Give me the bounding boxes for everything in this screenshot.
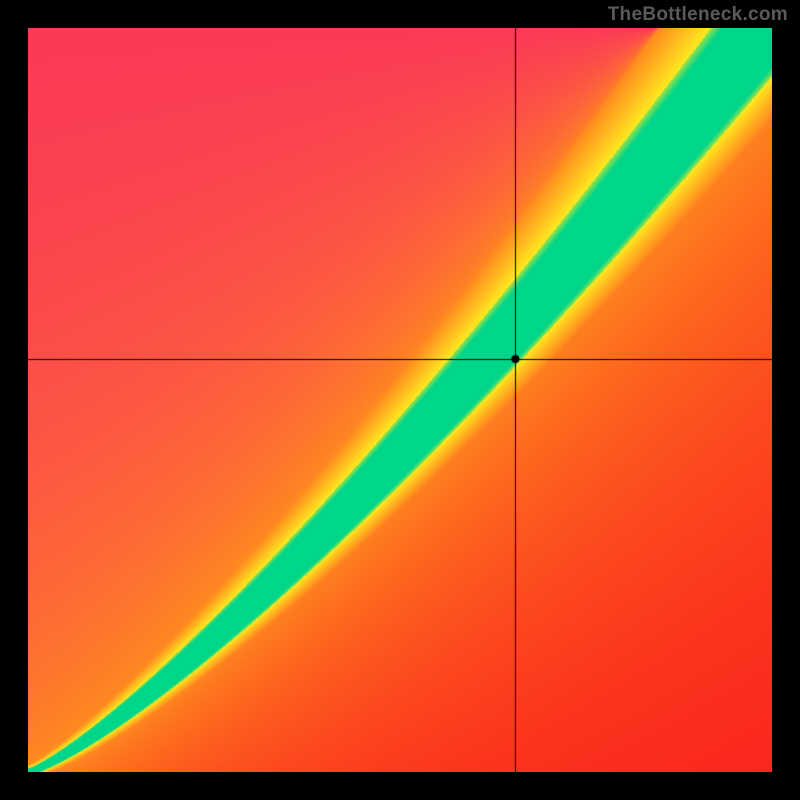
root: TheBottleneck.com xyxy=(0,0,800,800)
bottleneck-heatmap xyxy=(28,28,772,772)
plot-area xyxy=(28,28,772,772)
attribution-text: TheBottleneck.com xyxy=(608,4,788,26)
